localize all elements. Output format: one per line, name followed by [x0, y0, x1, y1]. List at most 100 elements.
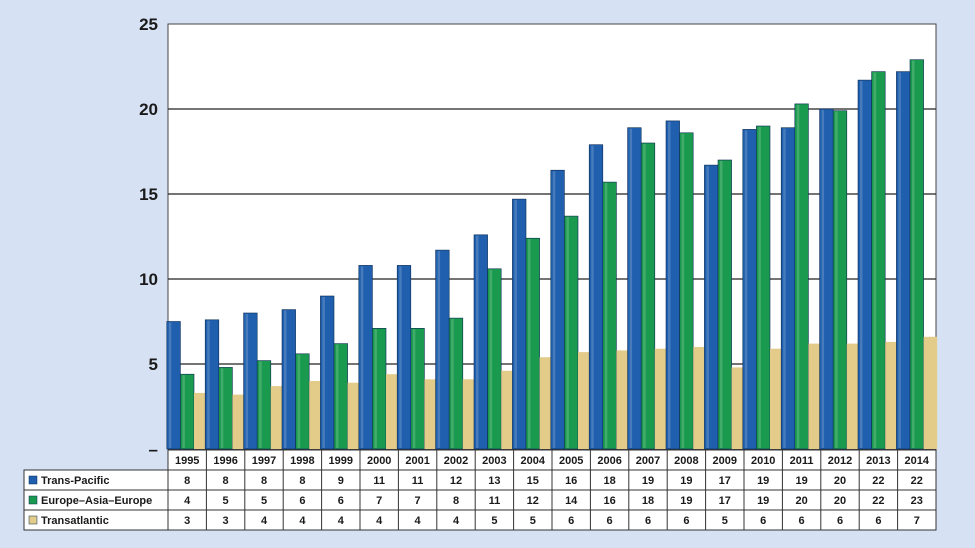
- bar-highlight: [245, 314, 249, 448]
- table-value-trans-pacific: 19: [642, 475, 654, 487]
- table-value-transatlantic: 5: [530, 515, 536, 527]
- table-value-trans-pacific: 9: [338, 475, 344, 487]
- plot-area: [166, 23, 938, 450]
- bar-highlight: [643, 144, 646, 448]
- table-value-trans-pacific: 17: [719, 475, 731, 487]
- table-value-trans-pacific: 15: [527, 475, 539, 487]
- table-value-transatlantic: 3: [223, 515, 229, 527]
- y-axis: – 5 10 15 20 25: [139, 15, 158, 459]
- table-value-trans-pacific: 22: [911, 475, 923, 487]
- bar-highlight: [629, 128, 633, 448]
- table-value-europe-asia-europe: 7: [376, 495, 382, 507]
- bar-europe-asia-europe: [832, 110, 848, 450]
- bar-highlight: [168, 322, 172, 448]
- bar-europe-asia-europe: [794, 103, 809, 450]
- table-value-europe-asia-europe: 4: [184, 495, 191, 507]
- table-value-europe-asia-europe: 19: [757, 495, 769, 507]
- x-tick-label: 1996: [213, 455, 237, 467]
- bar-highlight: [744, 130, 748, 448]
- bar-highlight: [566, 217, 569, 448]
- bar-highlight: [706, 166, 709, 448]
- bar-transatlantic: [693, 347, 707, 449]
- bar-highlight: [898, 72, 901, 448]
- bar-highlight: [284, 310, 287, 448]
- bar-highlight: [336, 344, 339, 448]
- bar-highlight: [758, 127, 761, 448]
- bar-transatlantic: [923, 336, 938, 449]
- x-tick-label: 2003: [482, 455, 506, 467]
- bar-highlight: [720, 161, 723, 448]
- bar-highlight: [873, 72, 877, 448]
- table-value-trans-pacific: 8: [184, 475, 190, 487]
- bar-highlight: [437, 251, 441, 448]
- bar-transatlantic: [194, 392, 208, 449]
- bar-transatlantic: [578, 352, 592, 449]
- legend-label-transatlantic: Transatlantic: [41, 515, 109, 527]
- table-value-trans-pacific: 8: [299, 475, 305, 487]
- table-value-trans-pacific: 13: [488, 475, 500, 487]
- legend-label-trans-pacific: Trans-Pacific: [41, 475, 109, 487]
- table-value-transatlantic: 6: [760, 515, 766, 527]
- table-value-transatlantic: 4: [376, 515, 383, 527]
- y-tick-label: –: [149, 440, 158, 459]
- bar-europe-asia-europe: [871, 71, 886, 450]
- bar-highlight: [912, 60, 915, 448]
- bar-highlight: [860, 81, 863, 448]
- legend-label-europe-asia-europe: Europe–Asia–Europe: [41, 495, 152, 507]
- table-value-transatlantic: 4: [299, 515, 306, 527]
- bar-highlight: [796, 104, 800, 449]
- bar-transatlantic: [808, 343, 822, 449]
- bar-highlight: [412, 329, 416, 448]
- table-value-transatlantic: 4: [453, 515, 460, 527]
- bar-highlight: [681, 133, 685, 449]
- y-tick-label: 20: [139, 100, 158, 119]
- x-tick-label: 1995: [175, 455, 199, 467]
- bar-highlight: [476, 235, 479, 448]
- x-tick-label: 1997: [252, 455, 276, 467]
- table-value-europe-asia-europe: 18: [642, 495, 654, 507]
- table-value-europe-asia-europe: 8: [453, 495, 459, 507]
- table-value-transatlantic: 6: [683, 515, 689, 527]
- table-value-europe-asia-europe: 19: [680, 495, 692, 507]
- bar-europe-asia-europe: [717, 159, 732, 450]
- table-value-trans-pacific: 12: [450, 475, 462, 487]
- table-value-trans-pacific: 8: [223, 475, 229, 487]
- bar-europe-asia-europe: [487, 268, 502, 450]
- table-value-transatlantic: 6: [607, 515, 613, 527]
- x-tick-label: 2010: [751, 455, 775, 467]
- x-tick-label: 2012: [828, 455, 852, 467]
- bar-transatlantic: [846, 343, 861, 449]
- table-value-trans-pacific: 19: [680, 475, 692, 487]
- table-value-europe-asia-europe: 6: [299, 495, 305, 507]
- table-value-europe-asia-europe: 16: [603, 495, 615, 507]
- bar-europe-asia-europe: [525, 237, 540, 450]
- x-tick-label: 2014: [905, 455, 930, 467]
- bar-highlight: [835, 111, 838, 448]
- table-value-europe-asia-europe: 20: [834, 495, 846, 507]
- y-tick-label: 10: [139, 270, 158, 289]
- bar-highlight: [322, 297, 325, 448]
- table-value-europe-asia-europe: 5: [223, 495, 229, 507]
- bar-highlight: [182, 375, 185, 448]
- x-tick-label: 2009: [713, 455, 737, 467]
- table-value-transatlantic: 6: [799, 515, 805, 527]
- x-tick-label: 1999: [329, 455, 353, 467]
- table-value-transatlantic: 4: [338, 515, 345, 527]
- bar-highlight: [528, 239, 531, 448]
- x-tick-label: 2004: [521, 455, 546, 467]
- table-value-europe-asia-europe: 17: [719, 495, 731, 507]
- bar-highlight: [514, 200, 517, 448]
- bar-highlight: [552, 171, 556, 448]
- bar-transatlantic: [770, 348, 784, 449]
- x-tick-label: 2001: [405, 455, 429, 467]
- bar-transatlantic: [731, 367, 746, 449]
- bar-highlight: [451, 319, 454, 448]
- bar-transatlantic: [501, 370, 515, 449]
- bar-europe-asia-europe: [564, 215, 579, 450]
- bar-highlight: [374, 329, 377, 448]
- table-value-transatlantic: 4: [415, 515, 422, 527]
- table-value-europe-asia-europe: 12: [527, 495, 539, 507]
- table-value-europe-asia-europe: 23: [911, 495, 923, 507]
- bar-highlight: [297, 354, 301, 448]
